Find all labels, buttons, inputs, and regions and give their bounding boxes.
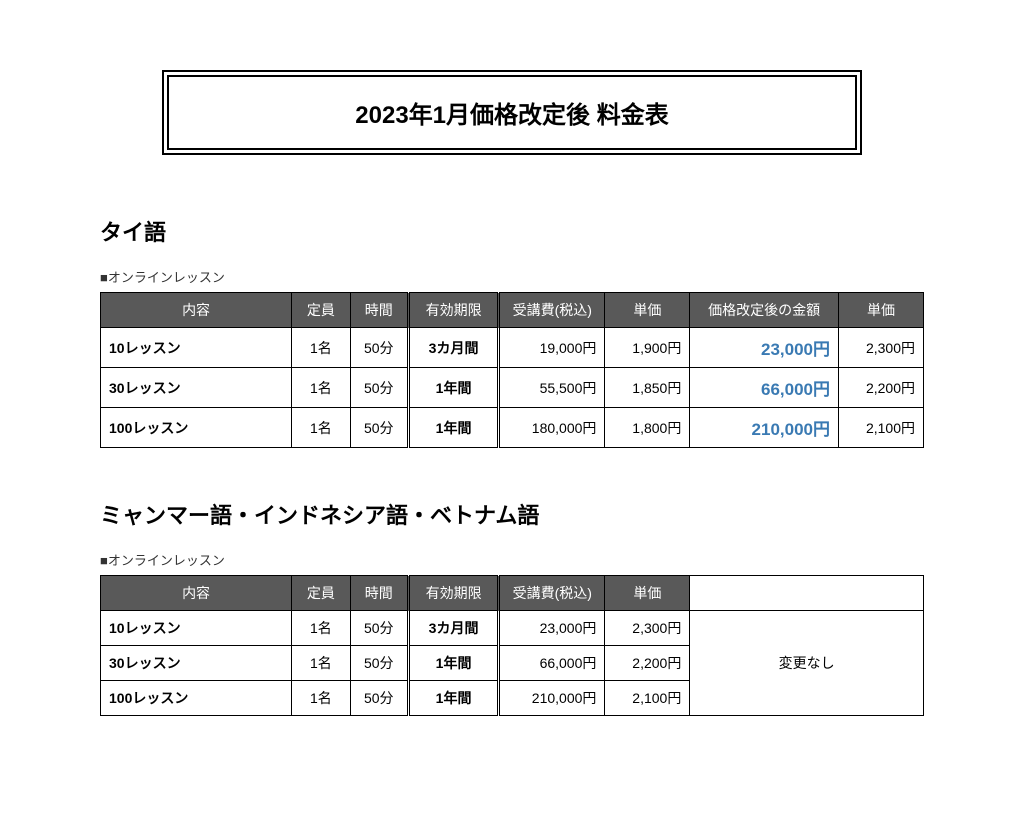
- cell-unit: 1,850円: [605, 368, 690, 408]
- cell-newunit: 2,300円: [839, 328, 924, 368]
- section-heading-other: ミャンマー語・インドネシア語・ベトナム語: [100, 498, 924, 530]
- col-header-fee: 受講費(税込): [499, 576, 605, 611]
- cell-duration: 50分: [350, 646, 408, 681]
- col-header-capacity: 定員: [292, 576, 350, 611]
- revised-price: 66,000円: [761, 380, 830, 399]
- cell-newfee: 210,000円: [690, 408, 839, 448]
- cell-capacity: 1名: [292, 646, 350, 681]
- section-thai: タイ語 ■オンラインレッスン 内容 定員 時間 有効期限 受講費(税込) 単価 …: [100, 215, 924, 448]
- cell-validity: 1年間: [408, 646, 498, 681]
- cell-duration: 50分: [350, 611, 408, 646]
- col-header-newunit: 単価: [839, 293, 924, 328]
- cell-duration: 50分: [350, 328, 408, 368]
- table-header-row: 内容 定員 時間 有効期限 受講費(税込) 単価: [101, 576, 924, 611]
- table-row: 100レッスン 1名 50分 1年間 180,000円 1,800円 210,0…: [101, 408, 924, 448]
- no-change-cell: 変更なし: [690, 611, 924, 716]
- cell-capacity: 1名: [292, 368, 350, 408]
- revised-price: 23,000円: [761, 340, 830, 359]
- table-row: 10レッスン 1名 50分 3カ月間 19,000円 1,900円 23,000…: [101, 328, 924, 368]
- cell-capacity: 1名: [292, 328, 350, 368]
- price-table-thai: 内容 定員 時間 有効期限 受講費(税込) 単価 価格改定後の金額 単価 10レ…: [100, 292, 924, 448]
- col-header-validity: 有効期限: [408, 576, 498, 611]
- title-frame-inner: 2023年1月価格改定後 料金表: [167, 75, 857, 150]
- table-header-row: 内容 定員 時間 有効期限 受講費(税込) 単価 価格改定後の金額 単価: [101, 293, 924, 328]
- col-header-duration: 時間: [350, 293, 408, 328]
- section-heading-thai: タイ語: [100, 215, 924, 247]
- col-header-validity: 有効期限: [408, 293, 498, 328]
- cell-duration: 50分: [350, 368, 408, 408]
- revised-price: 210,000円: [752, 420, 830, 439]
- col-header-capacity: 定員: [292, 293, 350, 328]
- title-frame-outer: 2023年1月価格改定後 料金表: [162, 70, 862, 155]
- cell-content: 30レッスン: [101, 646, 292, 681]
- cell-newunit: 2,100円: [839, 408, 924, 448]
- cell-capacity: 1名: [292, 681, 350, 716]
- cell-capacity: 1名: [292, 611, 350, 646]
- cell-validity: 1年間: [408, 368, 498, 408]
- cell-unit: 2,200円: [605, 646, 690, 681]
- section-other-langs: ミャンマー語・インドネシア語・ベトナム語 ■オンラインレッスン 内容 定員 時間…: [100, 498, 924, 716]
- cell-validity: 3カ月間: [408, 328, 498, 368]
- cell-fee: 66,000円: [499, 646, 605, 681]
- cell-fee: 19,000円: [499, 328, 605, 368]
- cell-unit: 1,900円: [605, 328, 690, 368]
- cell-unit: 2,100円: [605, 681, 690, 716]
- col-header-blank: [690, 576, 924, 611]
- cell-validity: 1年間: [408, 681, 498, 716]
- cell-newunit: 2,200円: [839, 368, 924, 408]
- cell-content: 100レッスン: [101, 681, 292, 716]
- col-header-duration: 時間: [350, 576, 408, 611]
- cell-fee: 23,000円: [499, 611, 605, 646]
- cell-unit: 2,300円: [605, 611, 690, 646]
- cell-fee: 180,000円: [499, 408, 605, 448]
- col-header-unit: 単価: [605, 293, 690, 328]
- col-header-fee: 受講費(税込): [499, 293, 605, 328]
- cell-duration: 50分: [350, 408, 408, 448]
- price-table-other: 内容 定員 時間 有効期限 受講費(税込) 単価 10レッスン 1名 50分 3…: [100, 575, 924, 716]
- col-header-newfee: 価格改定後の金額: [690, 293, 839, 328]
- cell-unit: 1,800円: [605, 408, 690, 448]
- table-row: 30レッスン 1名 50分 1年間 55,500円 1,850円 66,000円…: [101, 368, 924, 408]
- col-header-unit: 単価: [605, 576, 690, 611]
- cell-newfee: 66,000円: [690, 368, 839, 408]
- cell-duration: 50分: [350, 681, 408, 716]
- subsection-label-thai: ■オンラインレッスン: [100, 267, 924, 286]
- cell-content: 10レッスン: [101, 611, 292, 646]
- cell-validity: 1年間: [408, 408, 498, 448]
- subsection-label-other: ■オンラインレッスン: [100, 550, 924, 569]
- cell-content: 100レッスン: [101, 408, 292, 448]
- cell-validity: 3カ月間: [408, 611, 498, 646]
- cell-fee: 210,000円: [499, 681, 605, 716]
- col-header-content: 内容: [101, 576, 292, 611]
- table-row: 10レッスン 1名 50分 3カ月間 23,000円 2,300円 変更なし: [101, 611, 924, 646]
- cell-capacity: 1名: [292, 408, 350, 448]
- cell-fee: 55,500円: [499, 368, 605, 408]
- page-title: 2023年1月価格改定後 料金表: [169, 95, 855, 130]
- cell-newfee: 23,000円: [690, 328, 839, 368]
- cell-content: 30レッスン: [101, 368, 292, 408]
- cell-content: 10レッスン: [101, 328, 292, 368]
- col-header-content: 内容: [101, 293, 292, 328]
